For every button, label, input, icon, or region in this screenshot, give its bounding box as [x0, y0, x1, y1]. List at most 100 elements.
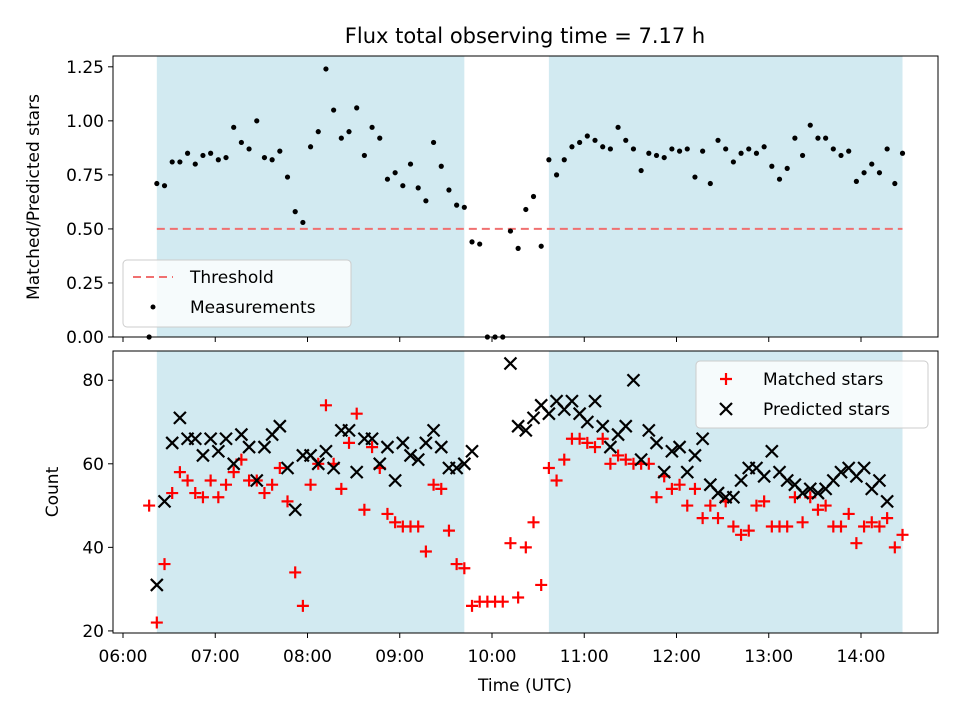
measurement-point — [584, 133, 590, 139]
measurement-point — [676, 148, 683, 154]
legend-predicted-swatch — [719, 402, 733, 416]
measurement-point — [807, 122, 813, 128]
legend-matched-swatch — [720, 373, 732, 385]
y-tick-label: 60 — [82, 455, 104, 475]
measurement-point — [507, 228, 514, 234]
matched-stars-point — [412, 520, 425, 533]
matched-stars-point — [527, 516, 540, 529]
count-legend-box — [695, 360, 929, 429]
measurement-point — [454, 202, 460, 208]
measurement-point — [815, 135, 821, 141]
matched-stars-point — [858, 520, 871, 533]
matched-stars-point — [558, 453, 571, 466]
predicted-stars-point — [642, 423, 656, 438]
predicted-stars-point — [419, 436, 433, 450]
predicted-stars-point — [349, 465, 364, 479]
matched-stars-point — [220, 478, 233, 491]
predicted-stars-point — [396, 436, 410, 450]
matched-stars-point — [150, 616, 163, 629]
matched-stars-point — [796, 516, 809, 529]
predicted-stars-point — [542, 406, 556, 421]
predicted-stars-point — [326, 461, 341, 475]
y-tick-label: 40 — [82, 538, 104, 558]
predicted-stars-point — [680, 465, 695, 479]
measurement-point — [369, 124, 375, 130]
predicted-stars-point — [503, 356, 518, 371]
measurement-point — [684, 146, 690, 152]
x-tick-label: 10:00 — [468, 647, 517, 667]
measurement-point — [846, 148, 852, 154]
y-tick-label: 0.75 — [66, 166, 104, 186]
predicted-stars-point — [219, 431, 233, 446]
matched-stars-point — [458, 562, 471, 575]
measurement-point — [899, 150, 906, 156]
measurement-point — [277, 148, 283, 154]
measurement-point — [707, 180, 713, 187]
matched-stars-point — [781, 520, 794, 533]
matched-stars-point — [504, 537, 517, 550]
matched-stars-point — [596, 432, 609, 445]
measurement-point — [553, 172, 560, 178]
matched-stars-point — [358, 503, 371, 516]
measurement-point — [876, 170, 883, 176]
y-tick-label: 0.00 — [66, 328, 104, 348]
measurement-point — [799, 152, 806, 159]
measurement-point — [869, 161, 875, 167]
measurement-point — [761, 144, 767, 150]
predicted-stars-point — [665, 444, 679, 459]
count-axes-frame — [112, 350, 939, 634]
x-tick-label: 07:00 — [191, 647, 240, 667]
measurement-point — [184, 150, 191, 156]
predicted-stars-point — [249, 473, 264, 488]
measurement-point — [423, 198, 429, 204]
matched-stars-point — [550, 474, 563, 487]
matched-stars-point — [381, 507, 394, 520]
matched-stars-point — [266, 478, 279, 491]
measurement-point — [254, 118, 260, 124]
measurement-point — [354, 105, 360, 111]
matched-stars-point — [296, 599, 309, 612]
predicted-stars-point — [150, 578, 164, 592]
predicted-stars-point — [618, 419, 633, 433]
measurement-point — [446, 187, 452, 193]
measurement-point — [161, 183, 168, 189]
measurement-point — [638, 167, 644, 174]
ratio-y-ticks: 0.00 0.25 0.50 0.75 1.00 1.25 — [66, 58, 113, 348]
matched-stars-point — [512, 591, 525, 604]
measurement-point — [384, 176, 391, 182]
measurement-point — [538, 243, 544, 249]
matched-stars-point — [143, 499, 156, 512]
measurement-point — [415, 185, 421, 191]
predicted-stars-point — [203, 431, 218, 446]
measurement-point — [784, 165, 790, 171]
matched-stars-point — [173, 466, 186, 479]
x-tick-label: 06:00 — [99, 647, 148, 667]
measurement-point — [269, 157, 275, 163]
predicted-stars-point — [526, 411, 541, 425]
measurement-point — [623, 137, 629, 143]
predicted-stars-point — [672, 440, 687, 454]
measurement-point — [438, 163, 444, 169]
legend-threshold-label: Threshold — [189, 268, 274, 288]
predicted-stars-point — [319, 444, 333, 459]
matched-stars-point — [442, 524, 455, 537]
x-axis-label: Time (UTC) — [477, 676, 572, 696]
predicted-stars-point — [657, 465, 671, 479]
measurement-point — [200, 152, 206, 159]
matched-stars-point — [389, 516, 402, 529]
matched-stars-point — [289, 566, 302, 579]
measurement-point — [323, 66, 329, 72]
predicted-stars-point — [726, 490, 741, 504]
predicted-stars-point — [449, 461, 464, 475]
matched-stars-point — [343, 436, 356, 449]
matched-stars-point — [319, 399, 332, 412]
predicted-stars-point — [380, 440, 395, 454]
measurement-point — [700, 148, 706, 154]
matched-stars-point — [581, 436, 594, 449]
matched-stars-point — [842, 507, 855, 520]
count-x-ticks: 06:00 07:00 08:00 09:00 10:00 11:00 12:00 13:00… — [99, 633, 886, 667]
matched-stars-point — [196, 491, 209, 504]
predicted-stars-point — [688, 448, 702, 463]
measurement-points — [146, 66, 906, 340]
matched-stars-point — [811, 503, 824, 516]
